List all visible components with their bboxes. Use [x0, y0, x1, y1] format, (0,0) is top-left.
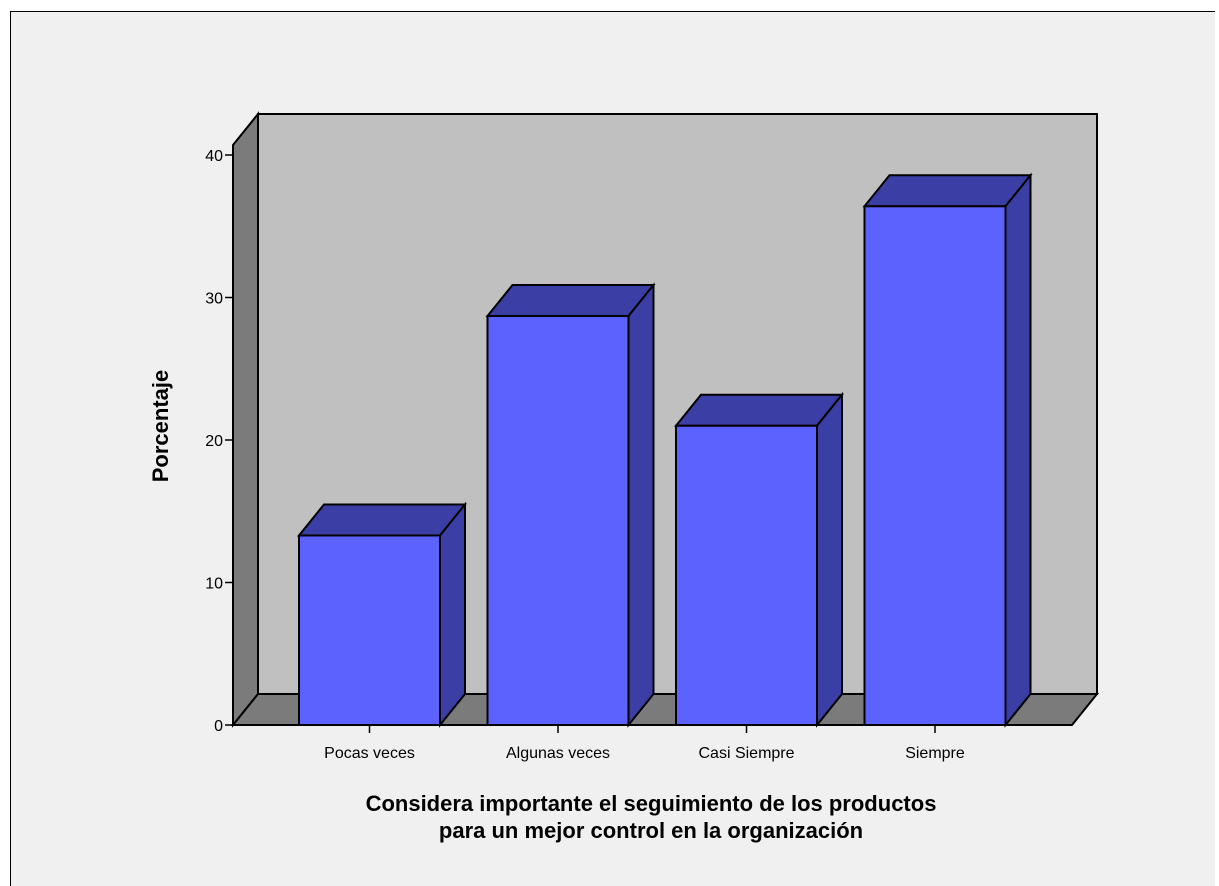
bar-top — [485, 284, 656, 318]
bar-front — [486, 315, 630, 726]
bar-top — [862, 174, 1033, 208]
bar — [862, 172, 1033, 728]
x-tick-label: Algunas veces — [506, 745, 610, 762]
bar-top — [296, 503, 468, 537]
x-tick-label: Casi Siempre — [698, 745, 794, 762]
bar-top — [673, 393, 845, 427]
bar — [296, 501, 468, 728]
y-tick-label: 10 — [205, 576, 223, 593]
x-axis-title-line: Considera importante el seguimiento de l… — [366, 791, 937, 816]
bar-side — [439, 501, 466, 728]
y-tick-label: 0 — [214, 718, 223, 735]
bar-front — [863, 205, 1007, 727]
side-wall — [232, 111, 259, 728]
x-tick-label: Siempre — [905, 745, 965, 762]
x-axis-title-line: para un mejor control en la organización — [439, 818, 863, 843]
x-tick-label: Pocas veces — [324, 745, 415, 762]
bar — [485, 282, 656, 728]
bar-front — [298, 534, 441, 726]
bar-side — [627, 282, 655, 728]
y-tick-label: 30 — [205, 291, 223, 308]
bar — [673, 391, 845, 728]
y-tick-label: 20 — [205, 433, 223, 450]
y-axis-title: Porcentaje — [148, 370, 173, 483]
bar-front — [675, 424, 818, 726]
y-tick-label: 40 — [205, 148, 223, 165]
bar-side — [1004, 172, 1032, 728]
bar-side — [816, 391, 843, 728]
